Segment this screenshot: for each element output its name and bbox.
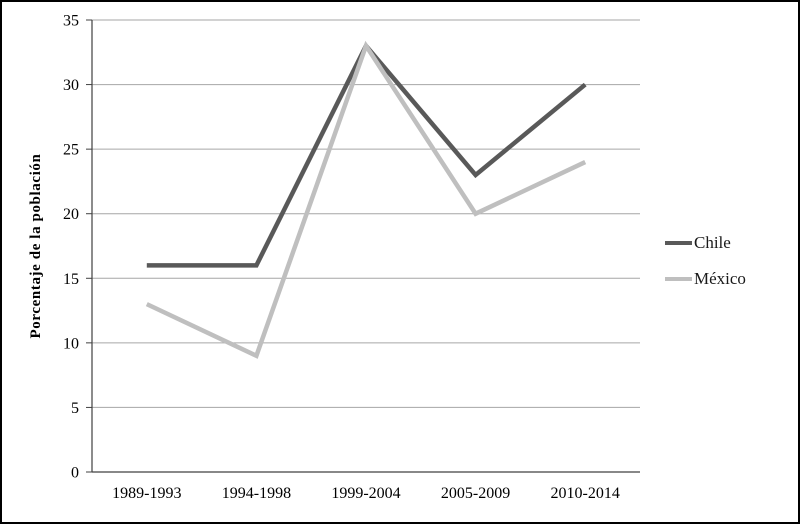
series-line-mexico <box>145 40 587 359</box>
y-tick-label: 0 <box>71 465 79 482</box>
y-tick-label: 25 <box>63 142 79 159</box>
series-line-chile <box>146 41 587 268</box>
y-tick-label: 5 <box>71 400 79 417</box>
x-tick-label: 1994-1998 <box>222 485 291 502</box>
y-tick-label: 30 <box>63 77 79 94</box>
legend-swatch-mexico <box>665 277 692 281</box>
legend-item-mexico: México <box>665 269 746 289</box>
y-axis-title: Porcentaje de la población <box>28 153 44 339</box>
x-tick-label: 2005-2009 <box>441 485 510 502</box>
legend: Chile México <box>665 233 746 289</box>
y-tick-label: 15 <box>63 271 79 288</box>
y-tick-label: 10 <box>63 335 79 352</box>
x-tick-label: 2010-2014 <box>551 485 620 502</box>
y-tick-label: 20 <box>63 206 79 223</box>
legend-item-chile: Chile <box>665 233 746 253</box>
legend-label-chile: Chile <box>694 233 731 252</box>
x-tick-label: 1999-2004 <box>331 485 400 502</box>
legend-swatch-chile <box>665 241 692 245</box>
legend-label-mexico: México <box>694 269 746 288</box>
x-tick-label: 1989-1993 <box>112 485 181 502</box>
y-tick-label: 35 <box>63 13 79 30</box>
